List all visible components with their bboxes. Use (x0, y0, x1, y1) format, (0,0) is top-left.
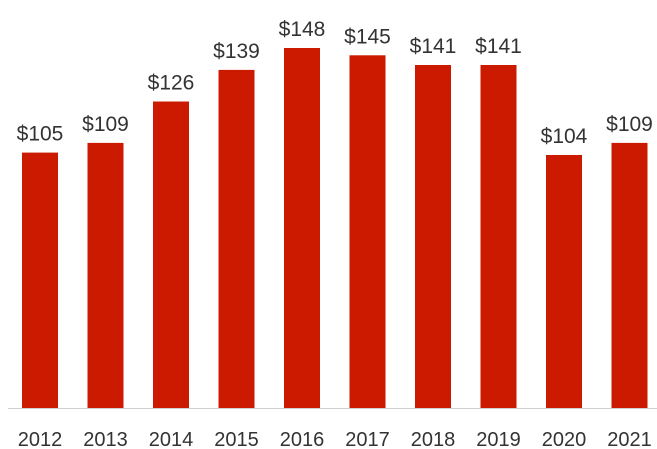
value-labels-group: $105 $109 $126 $139 $148 $145 $141 $141 $104 $109 (17, 18, 653, 148)
value-label-2020: $104 (541, 125, 588, 148)
x-tick-labels-group: 2012 2013 2014 2015 2016 2017 2018 2019 2020 2021 (18, 429, 652, 449)
value-label-2017: $145 (344, 25, 391, 48)
x-tick-label-2013: 2013 (83, 429, 128, 449)
bar-2016 (284, 48, 320, 408)
bar-2013 (87, 142, 124, 408)
x-tick-label-2017: 2017 (345, 429, 390, 449)
x-tick-label-2012: 2012 (18, 429, 63, 449)
x-tick-label-2020: 2020 (542, 429, 587, 449)
value-label-2013: $109 (82, 113, 129, 136)
bar-2014 (153, 101, 189, 408)
bar-2020 (546, 155, 582, 408)
x-tick-label-2019: 2019 (476, 429, 521, 449)
bar-2015 (218, 69, 255, 409)
x-tick-label-2014: 2014 (149, 429, 194, 449)
bar-2012 (22, 152, 58, 408)
value-label-2014: $126 (148, 72, 195, 95)
bar-2018 (415, 65, 451, 408)
value-label-2012: $105 (17, 123, 64, 146)
value-label-2018: $141 (410, 35, 457, 58)
bar-2019 (480, 65, 517, 408)
bars-group (22, 48, 648, 409)
x-tick-label-2016: 2016 (280, 429, 325, 449)
value-label-2021: $109 (606, 113, 653, 136)
x-tick-label-2021: 2021 (607, 429, 652, 449)
x-tick-label-2018: 2018 (411, 429, 456, 449)
value-label-2016: $148 (279, 18, 326, 41)
value-label-2019: $141 (475, 35, 522, 58)
x-tick-label-2015: 2015 (214, 429, 259, 449)
bar-2021 (611, 142, 648, 408)
bar-2017 (349, 55, 386, 409)
value-label-2015: $139 (213, 40, 260, 63)
